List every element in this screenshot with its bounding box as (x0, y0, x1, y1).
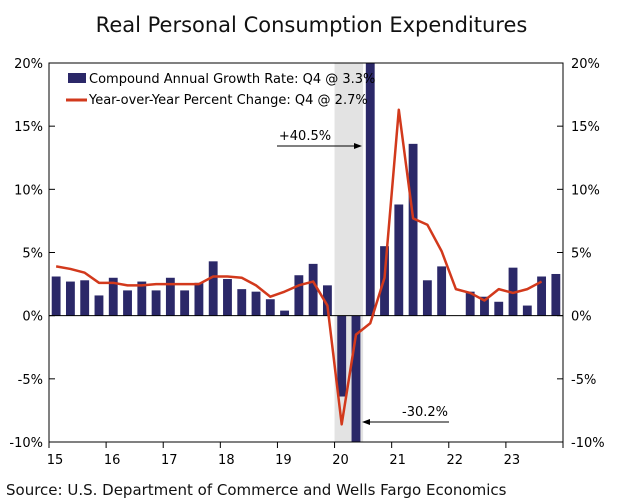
bar-2017-q1 (165, 277, 175, 316)
bar-2021-q1 (394, 204, 404, 316)
bar-2023-q2 (522, 305, 532, 316)
bar-2018-q3 (251, 291, 261, 316)
bar-2015-q4 (94, 295, 104, 316)
y-axis-right: 20% 15% 10% 5% 0% -5% -10% (557, 57, 605, 451)
bar-2016-q1 (108, 277, 118, 316)
bar-2017-q3 (194, 282, 204, 316)
x-tick-label: 19 (275, 453, 292, 468)
y-tick-label-left: 5% (22, 247, 43, 262)
bar-2015-q3 (80, 280, 90, 316)
legend-line-label: Year-over-Year Percent Change: Q4 @ 2.7% (88, 93, 368, 108)
bar-2015-q1 (51, 276, 61, 316)
annotation-trough-arrowhead (362, 419, 370, 425)
bar-2016-q2 (123, 290, 132, 316)
y-tick-label-right: 15% (571, 120, 600, 135)
x-tick-label: 23 (504, 453, 521, 468)
bar-2022-q3 (480, 296, 489, 316)
x-tick-label: 17 (161, 453, 178, 468)
bar-2020-q3 (365, 63, 375, 316)
y-tick-label-left: 10% (14, 183, 43, 198)
bar-2015-q2 (65, 281, 75, 316)
bar-2020-q1 (337, 315, 347, 397)
bar-2017-q4 (208, 261, 218, 316)
bar-2016-q4 (151, 290, 161, 316)
y-tick-label-left: -10% (9, 436, 43, 451)
bar-2018-q2 (237, 289, 247, 316)
bar-2022-q4 (494, 301, 504, 316)
legend-bar-label: Compound Annual Growth Rate: Q4 @ 3.3% (89, 72, 375, 87)
bar-2016-q3 (137, 281, 147, 316)
annotation-trough-label: -30.2% (402, 405, 448, 420)
y-tick-label-left: 0% (22, 310, 43, 325)
plot-frame (48, 62, 564, 443)
bar-2019-q4 (322, 285, 332, 316)
y-tick-label-left: 20% (14, 57, 43, 72)
bar-2021-q4 (437, 266, 447, 316)
bar-2018-q1 (223, 279, 232, 316)
bar-2021-q2 (408, 143, 418, 316)
y-tick-label-right: -10% (571, 436, 605, 451)
line-series (55, 108, 543, 426)
bar-2019-q2 (294, 275, 304, 316)
chart-title: Real Personal Consumption Expenditures (96, 13, 528, 37)
x-axis: 15 16 17 18 19 20 21 22 23 (47, 442, 564, 468)
x-tick-label: 22 (447, 453, 464, 468)
legend: Compound Annual Growth Rate: Q4 @ 3.3% Y… (66, 72, 375, 108)
bar-2020-q2 (351, 315, 361, 442)
y-tick-label-right: -5% (571, 373, 596, 388)
bar-2021-q3 (422, 280, 432, 316)
legend-bar-swatch (68, 73, 86, 83)
y-tick-label-right: 20% (571, 57, 600, 72)
annotation-peak: +40.5% (277, 129, 362, 149)
bar-series (51, 63, 561, 442)
bar-2023-q3 (537, 276, 547, 316)
y-tick-label-right: 5% (571, 247, 592, 262)
annotation-peak-arrowhead (354, 143, 362, 149)
bar-2023-q4 (551, 273, 561, 316)
annotation-peak-label: +40.5% (279, 129, 331, 144)
x-tick-label: 16 (104, 453, 121, 468)
bar-2017-q2 (180, 290, 190, 316)
bar-2022-q2 (465, 291, 475, 316)
y-tick-label-left: 15% (14, 120, 43, 135)
x-tick-label: 21 (389, 453, 406, 468)
annotation-trough: -30.2% (362, 405, 449, 425)
bar-2018-q4 (265, 299, 275, 316)
y-tick-label-right: 10% (571, 183, 600, 198)
y-tick-label-left: -5% (18, 373, 43, 388)
bar-2019-q3 (308, 263, 318, 316)
bar-2019-q1 (280, 310, 290, 316)
x-tick-label: 18 (218, 453, 235, 468)
x-tick-label: 15 (47, 453, 64, 468)
source-note: Source: U.S. Department of Commerce and … (6, 481, 507, 499)
y-tick-label-right: 0% (571, 310, 592, 325)
y-axis-left: 20% 15% 10% 5% 0% -5% -10% (9, 57, 55, 451)
x-tick-label: 20 (332, 453, 349, 468)
